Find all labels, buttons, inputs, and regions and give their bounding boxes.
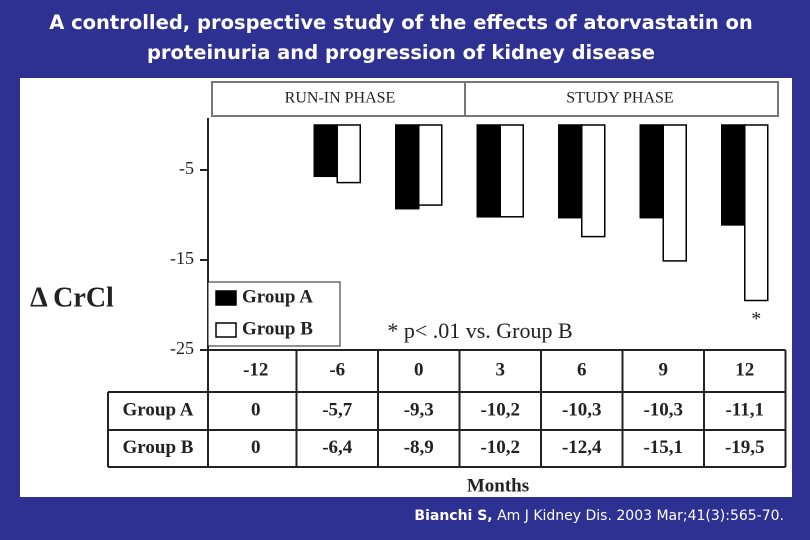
table-value: -9,3 xyxy=(404,399,434,420)
bar xyxy=(581,124,606,238)
citation-source: Am J Kidney Dis. 2003 Mar;41(3):565-70. xyxy=(497,508,784,524)
bar xyxy=(639,124,664,219)
bar xyxy=(418,124,443,206)
y-tick-label: -5 xyxy=(179,158,194,178)
bar xyxy=(744,124,769,302)
table-row-label: Group B xyxy=(123,437,194,458)
table-value: -10,3 xyxy=(562,399,602,420)
citation-author: Bianchi S, xyxy=(414,508,493,524)
bar xyxy=(499,124,524,218)
x-tick-label: -6 xyxy=(329,359,345,380)
x-tick-label: 0 xyxy=(414,359,424,380)
legend-label: Group A xyxy=(242,286,313,307)
phase-header xyxy=(211,81,779,117)
table-value: -10,2 xyxy=(480,437,520,458)
table-value: -8,9 xyxy=(404,437,434,458)
x-tick-label: -12 xyxy=(243,359,268,380)
y-axis-label: Δ CrCl xyxy=(30,282,114,313)
phase-label: RUN-IN PHASE xyxy=(285,90,396,107)
bar xyxy=(395,124,420,210)
x-tick-label: 12 xyxy=(735,359,754,380)
table-value: 0 xyxy=(251,437,261,458)
bar xyxy=(721,124,746,226)
table-value: -11,1 xyxy=(725,399,764,420)
x-tick-label: 6 xyxy=(577,359,587,380)
table-value: -10,2 xyxy=(480,399,520,420)
bar xyxy=(336,124,361,184)
table-value: -10,3 xyxy=(643,399,683,420)
bar xyxy=(662,124,687,262)
table-value: -15,1 xyxy=(643,437,683,458)
table-value: -12,4 xyxy=(562,437,602,458)
x-tick-label: 3 xyxy=(496,359,506,380)
table-value: -19,5 xyxy=(725,437,765,458)
y-tick-label: -25 xyxy=(170,338,194,358)
bar xyxy=(313,124,338,178)
legend-swatch xyxy=(215,290,237,306)
x-axis-label: Months xyxy=(467,475,529,496)
table-row-label: Group A xyxy=(123,399,194,420)
significance-marker: * xyxy=(751,308,761,330)
table-value: -5,7 xyxy=(322,399,353,420)
slide-title: A controlled, prospective study of the e… xyxy=(49,11,753,64)
citation: Bianchi S, Am J Kidney Dis. 2003 Mar;41(… xyxy=(414,508,784,524)
legend-label: Group B xyxy=(242,318,313,339)
bar xyxy=(558,124,583,219)
bar xyxy=(476,124,501,218)
phase-label: STUDY PHASE xyxy=(566,90,673,107)
y-tick-label: -15 xyxy=(170,248,194,268)
table-value: -6,4 xyxy=(322,437,353,458)
legend-swatch xyxy=(215,322,237,338)
x-tick-label: 9 xyxy=(659,359,669,380)
annotation: * p< .01 vs. Group B xyxy=(387,318,572,343)
table-value: 0 xyxy=(251,399,261,420)
